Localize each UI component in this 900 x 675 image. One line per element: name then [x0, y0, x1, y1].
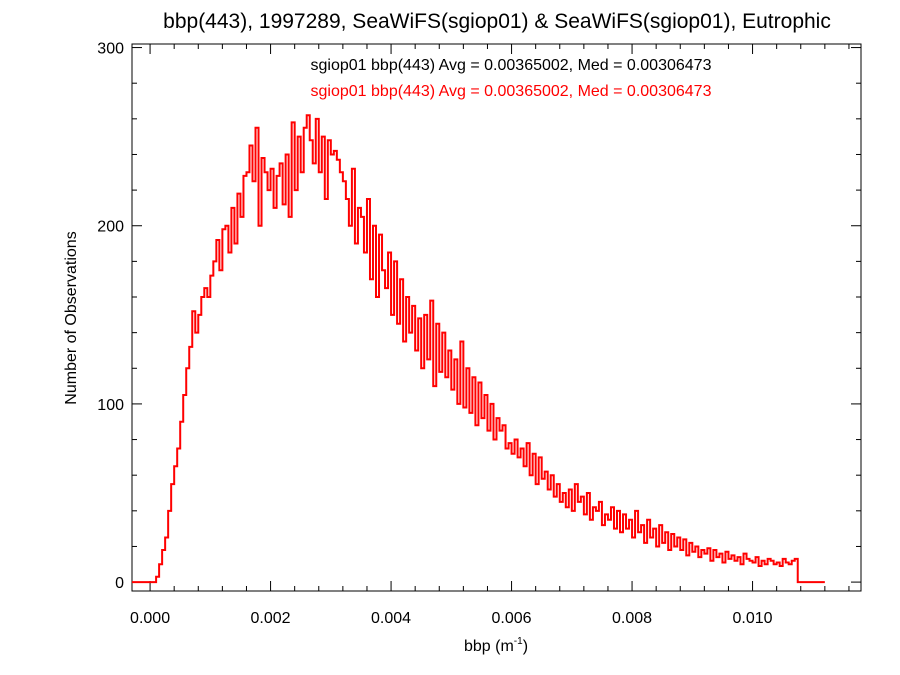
stats-annotation-sgiop01-black: sgiop01 bbp(443) Avg = 0.00365002, Med =…	[311, 57, 712, 74]
x-axis-label: bbp (m-1)	[464, 636, 528, 655]
y-axis-label: Number of Observations	[63, 231, 80, 404]
y-tick-labels: 0 100 200 300	[97, 41, 124, 593]
stats-annotation-sgiop01-red: sgiop01 bbp(443) Avg = 0.00365002, Med =…	[311, 83, 712, 100]
y-tick-label: 0	[115, 575, 124, 592]
chart-title: bbp(443), 1997289, SeaWiFS(sgiop01) & Se…	[163, 10, 831, 33]
x-tick-label: 0.010	[733, 610, 773, 627]
plot-frame	[131, 43, 862, 592]
x-axis-label-main: bbp (m	[464, 638, 514, 655]
x-tick-label: 0.006	[492, 610, 532, 627]
histogram-series-line	[132, 114, 825, 584]
x-tick-label: 0.008	[612, 610, 652, 627]
x-tick-label: 0.002	[251, 610, 291, 627]
x-tick-labels: 0.000 0.002 0.004 0.006 0.008 0.010	[130, 610, 773, 627]
y-tick-label: 200	[97, 219, 124, 236]
axis-ticks	[132, 44, 861, 591]
y-tick-label: 300	[97, 41, 124, 58]
x-tick-label: 0.000	[130, 610, 170, 627]
x-axis-label-close: )	[523, 638, 528, 655]
x-tick-label: 0.004	[371, 610, 411, 627]
y-tick-label: 100	[97, 397, 124, 414]
x-axis-label-superscript: -1	[514, 636, 523, 647]
